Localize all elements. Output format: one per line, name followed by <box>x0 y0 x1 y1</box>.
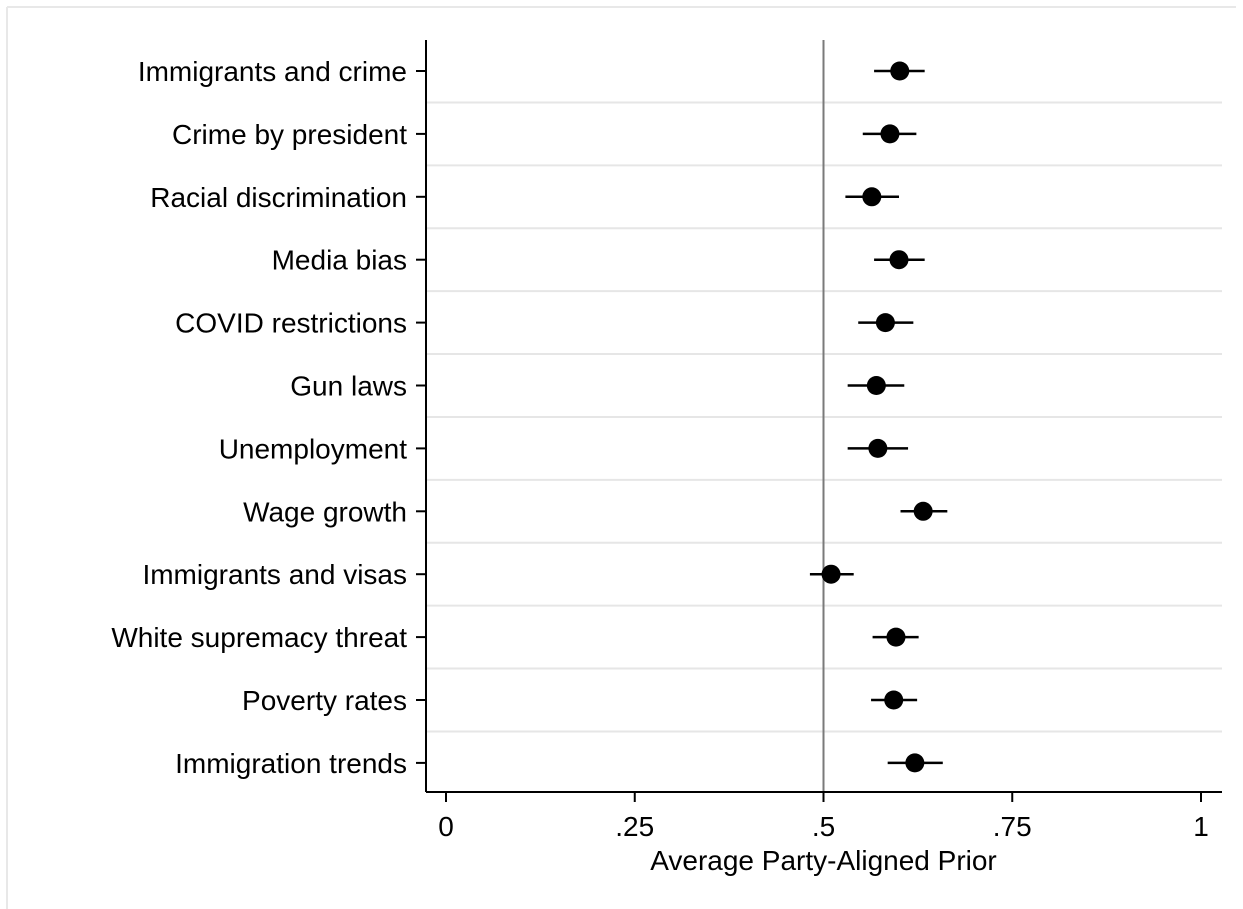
estimate-point <box>821 564 841 584</box>
category-label: Immigrants and crime <box>138 56 407 87</box>
estimate-point <box>884 690 904 710</box>
estimate-point <box>886 627 906 647</box>
category-label: Crime by president <box>172 119 407 150</box>
category-label: Gun laws <box>290 371 407 402</box>
category-label: Media bias <box>272 245 407 276</box>
estimate-point <box>862 187 882 207</box>
category-label: Unemployment <box>219 433 408 464</box>
category-label: White supremacy threat <box>111 622 407 653</box>
category-label: COVID restrictions <box>175 308 407 339</box>
category-label: Wage growth <box>243 496 407 527</box>
x-tick-label: 1 <box>1193 811 1209 842</box>
estimate-point <box>880 124 900 144</box>
category-label: Poverty rates <box>242 685 407 716</box>
mark-layer <box>809 61 948 773</box>
x-tick-label: 0 <box>438 811 454 842</box>
estimate-point <box>905 753 925 773</box>
estimate-point <box>868 438 888 458</box>
estimate-point <box>890 61 910 81</box>
category-label: Racial discrimination <box>150 182 407 213</box>
x-tick-label: .75 <box>993 811 1032 842</box>
category-label: Immigration trends <box>175 748 407 779</box>
category-label: Immigrants and visas <box>142 559 407 590</box>
estimate-point <box>889 250 909 270</box>
estimate-point <box>913 501 933 521</box>
x-tick-label: .25 <box>615 811 654 842</box>
x-axis-label: Average Party-Aligned Prior <box>650 845 997 876</box>
estimate-point <box>866 376 886 395</box>
axis-layer <box>416 40 1222 802</box>
x-tick-label: .5 <box>812 811 835 842</box>
label-layer: 0 .25 .5 .75 1 Average Party-Aligned Prior Imm… <box>111 56 1208 876</box>
estimate-point <box>875 313 895 333</box>
